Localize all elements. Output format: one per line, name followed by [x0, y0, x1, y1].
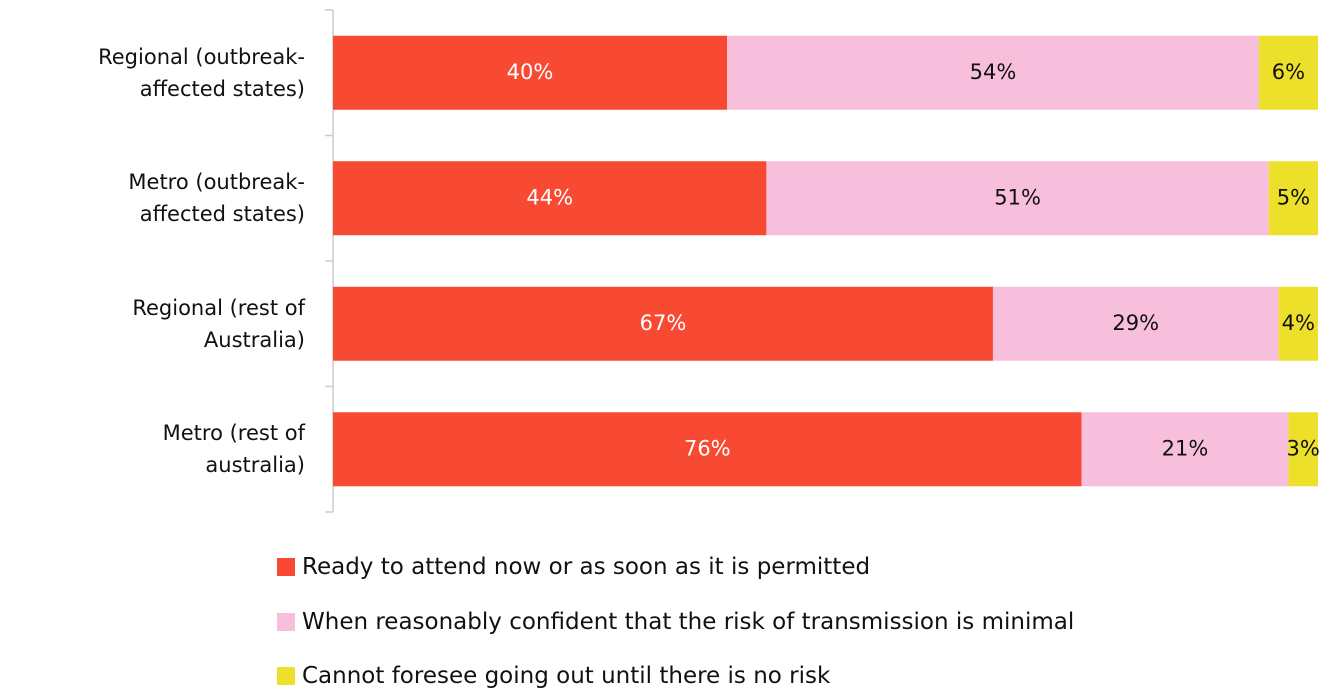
value-label: 44% — [526, 185, 573, 209]
legend-swatch — [277, 667, 295, 685]
value-label: 29% — [1112, 311, 1159, 335]
category-label: Regional (rest of Australia) — [132, 295, 305, 352]
bar-segment — [333, 161, 767, 236]
legend-item: When reasonably confident that the risk … — [277, 609, 1074, 635]
value-label: 51% — [994, 185, 1041, 209]
bar-segment — [992, 286, 1279, 361]
value-label: 67% — [640, 311, 687, 335]
value-label: 40% — [507, 60, 554, 84]
value-label: 21% — [1162, 436, 1209, 460]
bar-segment — [1288, 412, 1318, 487]
legend-label: Ready to attend now or as soon as it is … — [302, 554, 871, 580]
value-label: 4% — [1282, 311, 1315, 335]
category-label: Metro (rest of australia) — [162, 421, 305, 478]
legend-label: When reasonably confident that the risk … — [302, 608, 1075, 635]
bar-segment — [1268, 161, 1318, 236]
value-label: 6% — [1272, 60, 1305, 84]
bar-segment — [766, 161, 1269, 236]
value-label: 76% — [684, 436, 731, 460]
legend-item: Cannot foresee going out until there is … — [277, 663, 830, 689]
bar-segment — [727, 35, 1259, 110]
legend-swatch — [277, 612, 295, 631]
category-label: Regional (outbreak- affected states) — [98, 44, 305, 101]
value-label: 54% — [970, 60, 1017, 84]
legend-swatch — [277, 558, 295, 576]
legend-label: Cannot foresee going out until there is … — [302, 663, 831, 689]
legend-item: Ready to attend now or as soon as it is … — [277, 554, 870, 580]
value-label: 5% — [1277, 185, 1310, 209]
bar-segment — [333, 412, 1082, 487]
value-label: 3% — [1287, 436, 1320, 460]
bar-segment — [1081, 412, 1289, 487]
bar-segment — [333, 286, 993, 361]
bar-segment — [1258, 35, 1318, 110]
bar-segment — [1278, 286, 1318, 361]
category-label: Metro (outbreak- affected states) — [128, 170, 305, 227]
bar-segment — [333, 35, 727, 110]
